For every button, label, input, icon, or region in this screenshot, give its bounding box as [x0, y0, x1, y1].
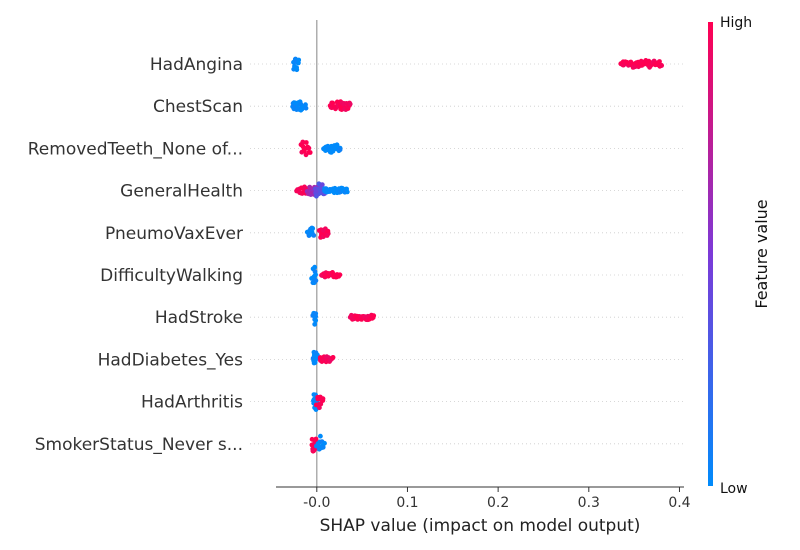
- shap-point: [306, 145, 312, 151]
- shap-point: [312, 311, 318, 317]
- shap-point: [337, 272, 343, 278]
- shap-point: [309, 436, 315, 442]
- shap-point: [344, 189, 350, 195]
- feature-label: DifficultyWalking: [100, 266, 243, 286]
- shap-point: [313, 437, 319, 442]
- beeswarm-points: [290, 56, 664, 454]
- shap-point: [313, 318, 319, 323]
- shap-point: [307, 184, 313, 190]
- shap-point: [659, 63, 664, 68]
- shap-point: [330, 355, 335, 361]
- shap-point: [370, 315, 376, 320]
- colorbar: [708, 22, 713, 486]
- shap-point: [303, 105, 309, 111]
- shap-point: [325, 228, 331, 234]
- shap-point: [320, 396, 326, 402]
- shap-point: [313, 272, 318, 278]
- shap-point: [330, 100, 336, 106]
- x-tick-label: 0.2: [487, 495, 509, 511]
- x-axis-ticks: -0.0 0.1 0.2 0.3 0.4: [303, 487, 691, 511]
- shap-point: [300, 139, 306, 145]
- shap-point: [319, 182, 325, 188]
- shap-point: [303, 140, 309, 145]
- feature-label: GeneralHealth: [120, 182, 243, 202]
- shap-point: [317, 405, 322, 411]
- feature-label: HadArthritis: [141, 393, 243, 413]
- row-gridlines: [250, 63, 684, 445]
- x-tick-label: 0.4: [668, 495, 690, 511]
- shap-point: [313, 278, 319, 283]
- shap-point: [296, 60, 301, 66]
- shap-point: [313, 357, 319, 362]
- feature-label: PneumoVaxEver: [105, 224, 243, 244]
- shap-point: [307, 150, 313, 155]
- x-tick-label: -0.0: [303, 495, 330, 511]
- shap-point: [322, 440, 327, 446]
- feature-label: HadAngina: [150, 55, 243, 75]
- shap-point: [303, 102, 308, 108]
- shap-point: [318, 433, 323, 439]
- x-tick-label: 0.3: [578, 495, 600, 511]
- shap-point: [312, 321, 318, 327]
- shap-point: [310, 226, 316, 231]
- x-axis-title: SHAP value (impact on model output): [320, 516, 641, 536]
- colorbar-title: Feature value: [752, 199, 771, 308]
- colorbar-high-label: High: [720, 15, 752, 31]
- x-tick-label: 0.1: [396, 495, 418, 511]
- feature-label: SmokerStatus_Never s...: [35, 435, 243, 455]
- feature-label: RemovedTeeth_None of...: [28, 139, 243, 159]
- shap-point: [294, 65, 299, 70]
- feature-label: HadStroke: [155, 308, 243, 328]
- shap-point: [320, 444, 326, 450]
- shap-point: [337, 147, 343, 153]
- shap-point: [312, 264, 318, 270]
- colorbar-low-label: Low: [720, 481, 748, 497]
- shap-point: [347, 101, 353, 107]
- feature-labels: HadAngina ChestScan RemovedTeeth_None of..…: [28, 55, 243, 455]
- feature-label: ChestScan: [153, 97, 243, 117]
- feature-label: HadDiabetes_Yes: [98, 350, 244, 370]
- shap-point: [311, 233, 317, 238]
